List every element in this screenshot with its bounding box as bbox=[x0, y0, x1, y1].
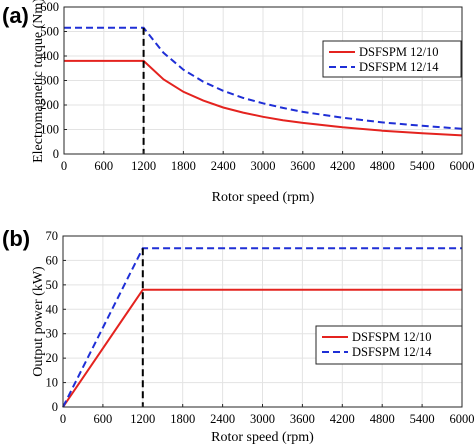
x-tick-label: 1800 bbox=[171, 159, 196, 173]
x-tick-label: 3000 bbox=[251, 159, 276, 173]
series-line-dsfspm-12-10 bbox=[62, 288, 462, 408]
legend-entry: DSFSPM 12/10 bbox=[359, 45, 439, 59]
legend-box bbox=[315, 325, 463, 365]
y-tick-label: 100 bbox=[40, 123, 59, 137]
x-tick-label: 600 bbox=[94, 412, 113, 426]
chart-panel-a: 0 600 1200 1800 2400 3000 3600 4200 4800 5400 6000… bbox=[2, 0, 474, 205]
x-tick-label: 1800 bbox=[170, 412, 195, 426]
x-tick-label: 6000 bbox=[450, 159, 474, 173]
x-tick-label: 1200 bbox=[130, 412, 155, 426]
x-tick-label: 0 bbox=[61, 159, 67, 173]
legend-entry: DSFSPM 12/10 bbox=[352, 330, 432, 344]
series-line-dsfspm-12-14 bbox=[62, 247, 462, 408]
x-axis-title: Rotor speed (rpm) bbox=[211, 430, 314, 445]
chart-panel-b: 0 600 1200 1800 2400 3000 3600 4200 4800 5400 6000… bbox=[2, 226, 474, 445]
x-tick-label: 0 bbox=[60, 412, 66, 426]
y-tick-label: 600 bbox=[40, 0, 59, 14]
y-tick-label: 0 bbox=[52, 400, 58, 414]
y-tick-label: 30 bbox=[46, 327, 59, 341]
y-tick-label: 70 bbox=[46, 229, 59, 243]
y-tick-label: 20 bbox=[46, 351, 59, 365]
y-tick-label: 200 bbox=[40, 98, 59, 112]
legend-entry: DSFSPM 12/14 bbox=[352, 345, 432, 359]
series-line-dsfspm-12-10 bbox=[64, 59, 463, 137]
x-tick-label: 2400 bbox=[211, 159, 236, 173]
x-tick-label: 4800 bbox=[370, 412, 395, 426]
x-tick-label: 4200 bbox=[330, 159, 355, 173]
y-tick-label: 10 bbox=[46, 376, 59, 390]
y-tick-label: 400 bbox=[40, 49, 59, 63]
legend-box bbox=[322, 40, 462, 78]
x-tick-label: 3600 bbox=[290, 412, 315, 426]
x-tick-label: 6000 bbox=[450, 412, 474, 426]
x-tick-label: 5400 bbox=[410, 412, 435, 426]
y-tick-label: 300 bbox=[40, 74, 59, 88]
y-tick-label: 50 bbox=[46, 278, 59, 292]
panel-label: (a) bbox=[2, 3, 29, 28]
y-tick-label: 0 bbox=[53, 147, 59, 161]
x-tick-label: 3000 bbox=[250, 412, 275, 426]
x-tick-label: 1200 bbox=[131, 159, 156, 173]
y-tick-label: 40 bbox=[46, 302, 59, 316]
x-tick-label: 600 bbox=[94, 159, 113, 173]
y-tick-label: 60 bbox=[46, 253, 59, 267]
y-axis-title: Electromagnetic torque (Nm) bbox=[31, 0, 46, 163]
x-tick-label: 3600 bbox=[290, 159, 315, 173]
y-axis-title: Output power (kW) bbox=[31, 266, 46, 377]
x-axis-title: Rotor speed (rpm) bbox=[212, 190, 315, 205]
x-tick-label: 4800 bbox=[370, 159, 395, 173]
y-tick-label: 500 bbox=[40, 25, 59, 39]
x-tick-label: 5400 bbox=[410, 159, 435, 173]
panel-label: (b) bbox=[2, 226, 30, 251]
x-tick-label: 4200 bbox=[330, 412, 355, 426]
legend-entry: DSFSPM 12/14 bbox=[359, 60, 439, 74]
x-tick-label: 2400 bbox=[210, 412, 235, 426]
series-line-dsfspm-12-14 bbox=[64, 26, 463, 130]
